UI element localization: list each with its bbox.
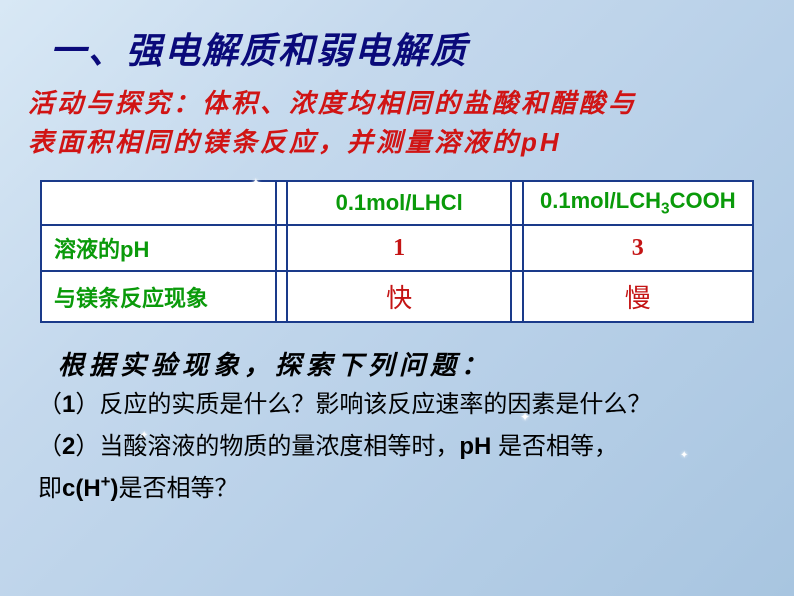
questions-block: 根据实验现象，探索下列问题： （1）反应的实质是什么？影响该反应速率的因素是什么… xyxy=(0,323,794,507)
activity-block: 活动与探究：体积、浓度均相同的盐酸和醋酸与 表面积相同的镁条反应，并测量溶液的p… xyxy=(0,74,794,162)
row-label-ph: 溶液的pH xyxy=(42,226,275,270)
star-decoration: ✦ xyxy=(140,430,148,441)
table-header-row: 0.1mol/LHCl 0.1mol/LCH3COOH xyxy=(42,182,752,224)
col-header-ch3cooh: 0.1mol/LCH3COOH xyxy=(524,182,752,224)
empty-cell xyxy=(42,182,275,224)
section-heading: 一、强电解质和弱电解质 xyxy=(0,0,794,74)
question-1: （1）反应的实质是什么？影响该反应速率的因素是什么？ xyxy=(38,382,764,423)
data-table: 0.1mol/LHCl 0.1mol/LCH3COOH 溶液的pH 1 3 与镁… xyxy=(40,180,754,323)
activity-line-1: 活动与探究：体积、浓度均相同的盐酸和醋酸与 xyxy=(28,84,766,123)
star-decoration: ✦ xyxy=(520,410,530,424)
data-table-wrapper: 0.1mol/LHCl 0.1mol/LCH3COOH 溶液的pH 1 3 与镁… xyxy=(0,162,794,323)
ph-hcl-value: 1 xyxy=(288,226,511,270)
heading-text: 一、强电解质和弱电解质 xyxy=(50,30,468,71)
star-decoration: ✦ xyxy=(90,190,98,201)
spacer-cell xyxy=(277,182,286,224)
spacer-cell xyxy=(512,272,521,321)
ph-ch3cooh-value: 3 xyxy=(524,226,752,270)
spacer-cell xyxy=(277,226,286,270)
spacer-cell xyxy=(512,182,521,224)
table-row: 与镁条反应现象 快 慢 xyxy=(42,272,752,321)
table-row: 溶液的pH 1 3 xyxy=(42,226,752,270)
reaction-ch3cooh-value: 慢 xyxy=(524,272,752,321)
question-2b: 即c(H+)是否相等？ xyxy=(38,465,764,507)
question-intro: 根据实验现象，探索下列问题： xyxy=(38,345,764,382)
spacer-cell xyxy=(277,272,286,321)
star-decoration: ✦ xyxy=(250,175,262,192)
star-decoration: ✦ xyxy=(680,450,688,461)
row-label-reaction: 与镁条反应现象 xyxy=(42,272,275,321)
spacer-cell xyxy=(512,226,521,270)
activity-line-2: 表面积相同的镁条反应，并测量溶液的pH xyxy=(28,123,766,162)
reaction-hcl-value: 快 xyxy=(288,272,511,321)
col-header-hcl: 0.1mol/LHCl xyxy=(288,182,511,224)
